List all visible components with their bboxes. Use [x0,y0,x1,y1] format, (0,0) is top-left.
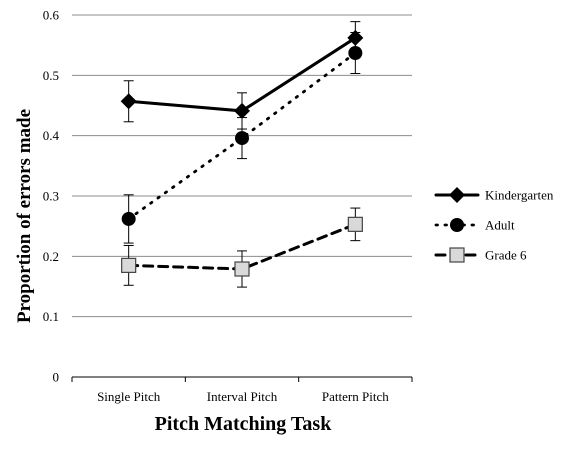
x-axis-ticks: Single Pitch Interval Pitch Pattern Pitch [71,377,413,404]
data-point [121,211,136,226]
legend-label: Kindergarten [485,188,554,203]
series-line [127,51,357,221]
legend-item-grade-6: Grade 6 [434,247,527,263]
data-point [234,102,250,119]
series-layer [120,21,364,288]
data-point [235,131,249,146]
x-tick-label: Single Pitch [97,389,161,404]
legend-label: Grade 6 [485,248,527,263]
y-tick-label: 0.3 [43,189,59,204]
legend-label: Adult [485,218,515,233]
data-point [120,93,137,110]
x-axis-title: Pitch Matching Task [155,413,333,435]
legend-item-kindergarten: Kindergarten [434,187,554,203]
data-point [348,46,363,61]
y-tick-label: 0.2 [43,249,59,264]
y-tick-label: 0.4 [43,128,60,143]
x-tick-label: Interval Pitch [207,389,278,404]
series-adult [121,31,363,244]
data-point [234,261,250,277]
y-tick-label: 0.5 [43,68,59,83]
y-tick-label: 0 [53,370,60,385]
y-tick-label: 0.6 [43,8,60,23]
x-tick-label: Pattern Pitch [322,389,389,404]
series-grade-6 [121,207,363,288]
y-axis-ticks: 0 0.1 0.2 0.3 0.4 0.5 0.6 [43,8,60,385]
y-axis-title: Proportion of errors made [14,109,35,323]
legend-marker [450,218,464,232]
legend-marker [449,187,465,203]
data-point [347,216,363,232]
legend: Kindergarten Adult Grade 6 [434,187,554,263]
legend-item-adult: Adult [434,218,515,233]
data-point [121,257,137,273]
y-tick-label: 0.1 [43,309,59,324]
legend-marker [449,247,465,263]
